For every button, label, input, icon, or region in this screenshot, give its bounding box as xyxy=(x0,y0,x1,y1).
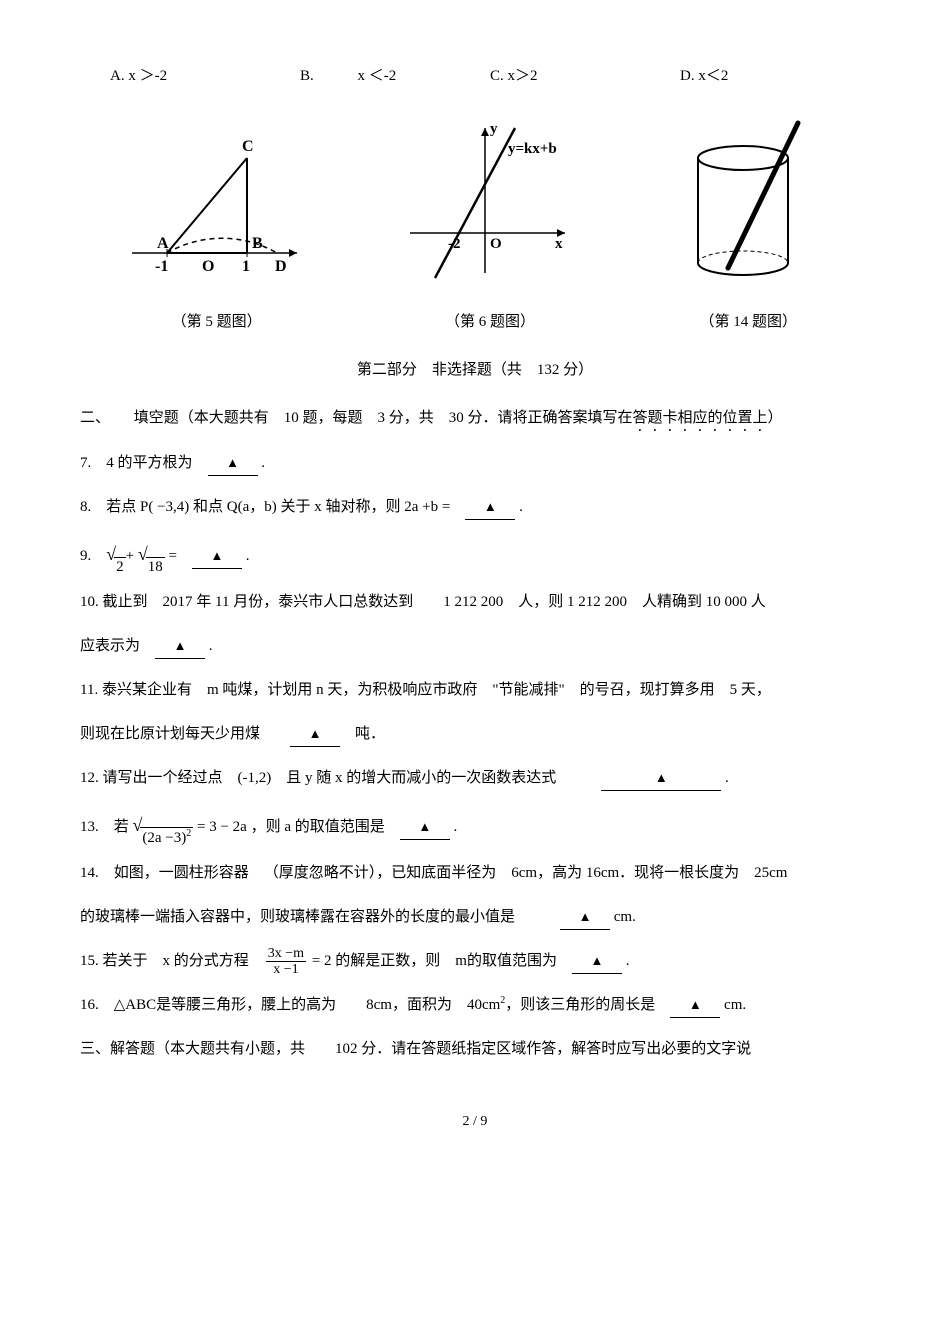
choice-b-val: x ＜-2 xyxy=(358,68,397,84)
choice-b-label: B. xyxy=(300,68,314,84)
q14-l2-post: cm. xyxy=(610,909,636,925)
q12-blank: ▲ xyxy=(601,771,721,791)
fig5-m1: -1 xyxy=(155,258,168,275)
q14-l1: 14. 如图，一圆柱形容器 （厚度忽略不计），已知底面半径为 6cm，高为 16… xyxy=(80,865,787,881)
fig5-caption: （第 5 题图） xyxy=(127,306,307,339)
q14-l2-pre: 的玻璃棒一端插入容器中，则玻璃棒露在容器外的长度的最小值是 xyxy=(80,909,560,925)
q13-sqrt: √(2a −3)2 xyxy=(133,804,194,847)
q10-blank: ▲ xyxy=(155,639,205,659)
fig5-p1: 1 xyxy=(242,258,250,275)
q11b: 则现在比原计划每天少用煤 ▲ 吨． xyxy=(80,716,870,752)
q9-pre: 9. xyxy=(80,548,106,564)
q11-l2-post: 吨． xyxy=(340,726,385,742)
q10: 10. 截止到 2017 年 11 月份，泰兴市人口总数达到 1 212 200… xyxy=(80,584,870,620)
part2-title: 第二部分 非选择题（共 132 分） xyxy=(80,354,870,387)
fig6-m2: -2 xyxy=(448,236,461,252)
choice-c: C. x＞2 xyxy=(490,60,680,93)
sqrt-2: √2 xyxy=(106,533,125,576)
q14-blank: ▲ xyxy=(560,910,610,930)
q15: 15. 若关于 x 的分式方程 3x −mx −1 = 2 的解是正数，则 m的… xyxy=(80,943,870,979)
choice-d: D. x＜2 xyxy=(680,60,870,93)
fig5-O: O xyxy=(202,258,214,275)
section-2-label: 二、 xyxy=(80,410,110,426)
choice-a: A. x ＞-2 xyxy=(110,60,300,93)
fig6-x: x xyxy=(555,236,563,252)
q13-pre: 13. 若 xyxy=(80,819,133,835)
fig6-svg: y x O -2 y=kx+b xyxy=(400,113,580,283)
fig14-caption: （第 14 题图） xyxy=(673,306,823,339)
q11-l1: 11. 泰兴某企业有 m 吨煤，计划用 n 天，为积极响应市政府 "节能减排" … xyxy=(80,682,771,698)
page-number: 2 / 9 xyxy=(80,1107,870,1138)
q10-l1: 10. 截止到 2017 年 11 月份，泰兴市人口总数达到 1 212 200… xyxy=(80,584,870,620)
q15-blank: ▲ xyxy=(572,954,622,974)
q14b: 的玻璃棒一端插入容器中，则玻璃棒露在容器外的长度的最小值是 ▲ cm. xyxy=(80,899,870,935)
q11-l2-pre: 则现在比原计划每天少用煤 xyxy=(80,726,290,742)
q11-blank: ▲ xyxy=(290,727,340,747)
figure-5: A B C -1 O 1 D （第 5 题图） xyxy=(127,123,307,339)
figure-14: （第 14 题图） xyxy=(673,113,823,339)
fig6-caption: （第 6 题图） xyxy=(400,306,580,339)
section-2-desc-post: ） xyxy=(768,410,783,426)
q8-blank: ▲ xyxy=(465,500,515,520)
q11: 11. 泰兴某企业有 m 吨煤，计划用 n 天，为积极响应市政府 "节能减排" … xyxy=(80,672,870,708)
section-2-desc-em: 答题卡相应的位置上 xyxy=(633,410,768,426)
q9-plus: + xyxy=(126,548,134,564)
choices-row: A. x ＞-2 B. x ＜-2 C. x＞2 D. x＜2 xyxy=(110,60,870,93)
q15-post: = 2 的解是正数，则 m的取值范围为 xyxy=(308,953,572,969)
q8: 8. 若点 P( −3,4) 和点 Q(a，b) 关于 x 轴对称，则 2a +… xyxy=(80,489,870,525)
section-2-head: 二、 填空题（本大题共有 10 题，每题 3 分，共 30 分．请将正确答案填写… xyxy=(80,402,870,435)
fig5-D: D xyxy=(275,258,287,275)
q7-text: 7. 4 的平方根为 xyxy=(80,455,208,471)
q8-text: 8. 若点 P( −3,4) 和点 Q(a，b) 关于 x 轴对称，则 2a +… xyxy=(80,499,465,515)
choice-b: B. x ＜-2 xyxy=(300,60,490,93)
q13-blank: ▲ xyxy=(400,820,450,840)
q16-mid: ，则该三角形的周长是 xyxy=(505,997,670,1013)
q16-blank: ▲ xyxy=(670,998,720,1018)
sqrt-18: √18 xyxy=(138,533,165,576)
q12-text: 12. 请写出一个经过点 (-1,2) 且 y 随 x 的增大而减小的一次函数表… xyxy=(80,770,601,786)
figure-6: y x O -2 y=kx+b （第 6 题图） xyxy=(400,113,580,339)
q10-l2: 应表示为 xyxy=(80,638,155,654)
q13-eq: = 3 − 2a ，则 a 的取值范围是 xyxy=(193,819,400,835)
fig5-svg: A B C -1 O 1 D xyxy=(127,123,307,283)
fig6-O: O xyxy=(490,236,502,252)
q14: 14. 如图，一圆柱形容器 （厚度忽略不计），已知底面半径为 6cm，高为 16… xyxy=(80,855,870,891)
fig6-line: y=kx+b xyxy=(508,141,557,157)
q7: 7. 4 的平方根为 ▲ . xyxy=(80,445,870,481)
q10b: 应表示为 ▲ . xyxy=(80,628,870,664)
q7-blank: ▲ xyxy=(208,456,258,476)
fig6-y: y xyxy=(490,121,498,137)
q15-frac: 3x −mx −1 xyxy=(266,946,306,978)
section-2-desc-pre: 填空题（本大题共有 10 题，每题 3 分，共 30 分．请将正确答案填写在 xyxy=(134,410,633,426)
fig14-svg xyxy=(673,113,823,283)
q16-post: cm. xyxy=(720,997,746,1013)
fig5-C: C xyxy=(242,138,254,155)
q16-pre: 16. △ABC是等腰三角形，腰上的高为 8cm，面积为 40cm xyxy=(80,997,500,1013)
fig5-A: A xyxy=(157,235,169,252)
section-3: 三、解答题（本大题共有小题，共 102 分．请在答题纸指定区域作答，解答时应写出… xyxy=(80,1031,870,1067)
q9-eq: = xyxy=(165,548,192,564)
q9: 9. √2+ √18 = ▲ . xyxy=(80,533,870,576)
q12: 12. 请写出一个经过点 (-1,2) 且 y 随 x 的增大而减小的一次函数表… xyxy=(80,760,870,796)
fig5-B: B xyxy=(252,235,263,252)
figures-row: A B C -1 O 1 D （第 5 题图） y x O -2 y=kx+b … xyxy=(80,113,870,339)
q13: 13. 若 √(2a −3)2 = 3 − 2a ，则 a 的取值范围是 ▲ . xyxy=(80,804,870,847)
q9-blank: ▲ xyxy=(192,549,242,569)
q15-pre: 15. 若关于 x 的分式方程 xyxy=(80,953,264,969)
q16: 16. △ABC是等腰三角形，腰上的高为 8cm，面积为 40cm2，则该三角形… xyxy=(80,987,870,1023)
